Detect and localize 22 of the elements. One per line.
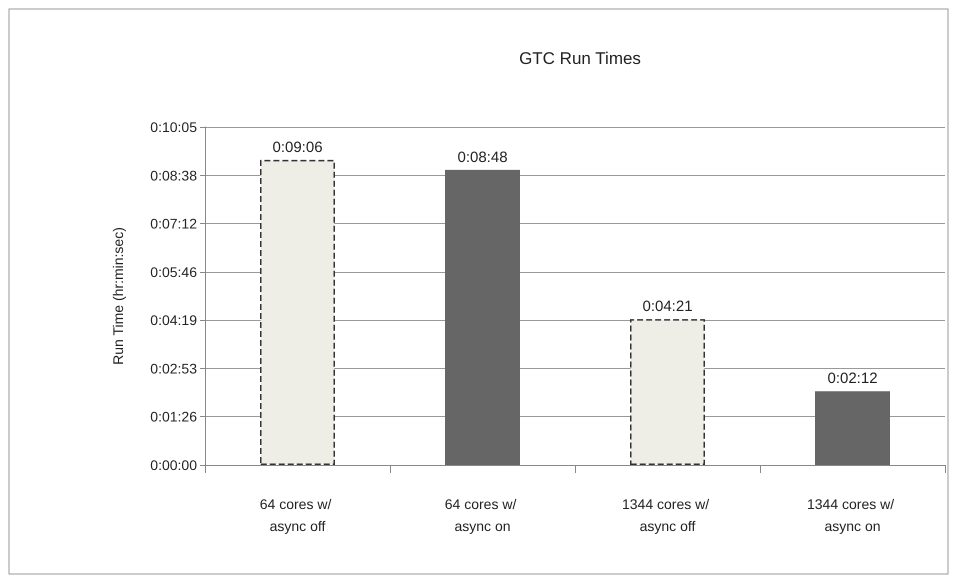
data-label: 0:08:48 xyxy=(457,148,508,166)
bar xyxy=(815,391,890,465)
bar xyxy=(260,160,335,465)
y-tick-label: 0:10:05 xyxy=(150,119,198,135)
y-axis-title: Run Time (hr:min:sec) xyxy=(110,227,126,365)
y-tick-label: 0:01:26 xyxy=(150,408,198,425)
x-tick-label: 1344 cores w/ async off xyxy=(622,496,714,534)
data-label: 0:09:06 xyxy=(272,138,323,156)
x-tick-label: 64 cores w/ async off xyxy=(260,496,336,534)
x-tick-label: 64 cores w/ async on xyxy=(444,496,520,534)
y-tick-label: 0:00:00 xyxy=(150,457,198,473)
data-label: 0:02:12 xyxy=(827,370,878,388)
y-tick-label: 0:07:12 xyxy=(150,216,198,232)
data-label: 0:04:21 xyxy=(642,298,693,316)
y-tick-label: 0:05:46 xyxy=(150,264,198,280)
x-tick-label: 1344 cores w/ async on xyxy=(806,496,898,534)
chart-title: GTC Run Times xyxy=(519,49,641,68)
y-tick-label: 0:08:38 xyxy=(150,167,198,184)
y-tick-label: 0:02:53 xyxy=(150,360,198,376)
bar xyxy=(630,319,705,465)
y-tick-label: 0:04:19 xyxy=(150,312,198,328)
bar xyxy=(445,170,520,465)
